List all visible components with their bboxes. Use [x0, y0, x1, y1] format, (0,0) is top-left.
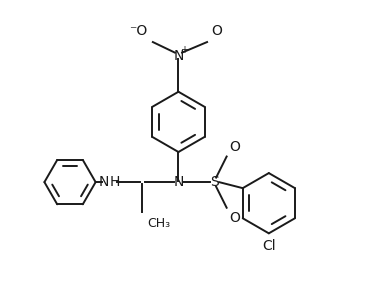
- Text: O: O: [211, 24, 222, 38]
- Text: Cl: Cl: [262, 239, 275, 253]
- Text: N: N: [173, 49, 184, 63]
- Text: CH₃: CH₃: [147, 217, 170, 230]
- Text: ⁻O: ⁻O: [130, 24, 148, 38]
- Text: H: H: [109, 175, 120, 189]
- Text: +: +: [180, 45, 188, 55]
- Text: N: N: [99, 175, 109, 189]
- Text: N: N: [173, 175, 184, 189]
- Text: O: O: [230, 140, 240, 154]
- Text: O: O: [230, 211, 240, 225]
- Text: S: S: [210, 175, 219, 189]
